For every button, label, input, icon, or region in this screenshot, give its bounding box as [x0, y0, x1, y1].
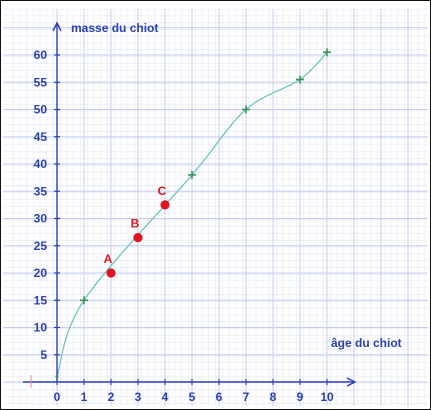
point-label-b: B	[131, 217, 140, 231]
y-axis-label: masse du chiot	[71, 21, 158, 35]
x-tick-label: 2	[108, 390, 115, 404]
point-a	[106, 268, 116, 278]
point-b	[133, 232, 143, 243]
y-tick-label: 10	[34, 321, 48, 335]
y-tick-label: 25	[34, 239, 48, 253]
x-axis-arrow	[346, 377, 357, 387]
x-tick-label: 4	[162, 390, 169, 404]
y-tick-label: 5	[40, 348, 47, 362]
y-tick-label: 40	[34, 157, 48, 171]
point-c	[160, 200, 170, 210]
y-tick-label: 50	[34, 103, 48, 117]
x-tick-label: 7	[243, 390, 250, 404]
x-tick-label: 8	[270, 390, 277, 404]
y-tick-label: 55	[34, 75, 48, 89]
plus-marker	[323, 48, 331, 57]
x-axis-label: âge du chiot	[331, 336, 402, 350]
point-label-a: A	[104, 252, 113, 266]
y-tick-label: 35	[34, 184, 48, 198]
x-tick-label: 10	[320, 390, 334, 404]
plus-marker	[188, 170, 196, 179]
x-tick-label: 3	[135, 390, 142, 404]
point-label-c: C	[158, 184, 167, 198]
plus-marker	[242, 105, 250, 114]
axes	[23, 21, 357, 388]
x-tick-label: 6	[216, 390, 223, 404]
y-tick-label: 45	[34, 130, 48, 144]
series-point	[55, 374, 59, 379]
plus-marker	[296, 75, 304, 84]
y-tick-label: 60	[34, 48, 48, 62]
y-tick-label: 30	[34, 212, 48, 226]
x-tick-label: 1	[81, 390, 88, 404]
y-tick-label: 15	[34, 293, 48, 307]
y-tick-label: 20	[34, 266, 48, 280]
x-tick-label: 0	[54, 390, 61, 404]
y-axis-arrow	[52, 21, 62, 32]
x-tick-label: 5	[189, 390, 196, 404]
grid	[3, 8, 428, 406]
plus-marker	[80, 296, 88, 305]
markers: A B C	[55, 48, 331, 379]
x-tick-label: 9	[297, 390, 304, 404]
